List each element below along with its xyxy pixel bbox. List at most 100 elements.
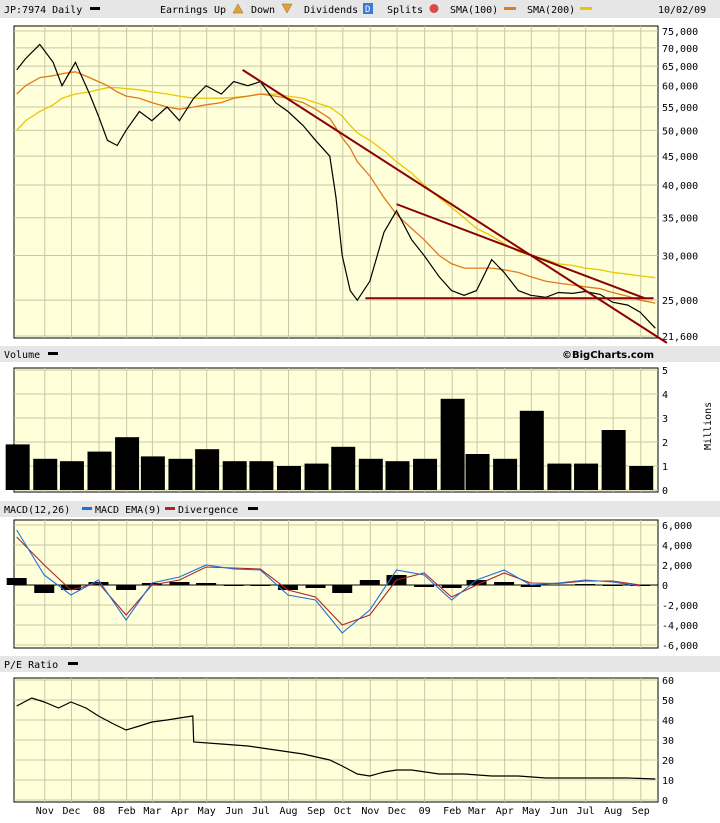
pe-line xyxy=(16,697,656,780)
earnings-down-label: Down xyxy=(251,5,275,16)
volume-bar xyxy=(222,461,247,490)
volume-bar xyxy=(195,449,220,490)
sma100-line xyxy=(16,71,656,304)
dividends-label: Dividends xyxy=(304,5,358,16)
divergence-bar xyxy=(60,585,81,590)
x-tick-label: Apr xyxy=(496,806,514,817)
divergence-bar xyxy=(414,585,435,587)
trendlines xyxy=(242,69,668,344)
x-tick-label: Feb xyxy=(443,806,461,817)
pe-tick-label: 20 xyxy=(662,756,674,767)
divergence-bar xyxy=(494,582,515,585)
sma100-swatch xyxy=(504,7,516,10)
price-tick-label: 25,000 xyxy=(662,296,698,307)
macd-ema-swatch xyxy=(165,507,175,510)
divergence-bar xyxy=(332,585,353,593)
x-tick-label: Jun xyxy=(550,806,568,817)
macd-tick-label: -6,000 xyxy=(662,641,698,652)
divergence-bar xyxy=(602,585,623,586)
volume-bar xyxy=(276,466,301,490)
pe-y-axis: 0 10 20 30 40 50 60 xyxy=(662,676,674,807)
divergence-bar xyxy=(169,582,190,585)
price-tick-label: 45,000 xyxy=(662,152,698,163)
volume-bar xyxy=(629,466,654,490)
price-tick-label: 60,000 xyxy=(662,82,698,93)
pe-panel: P/E Ratio 0 10 20 30 40 50 60 xyxy=(0,656,720,807)
price-tick-label: 40,000 xyxy=(662,181,698,192)
macd-label: MACD(12,26) xyxy=(4,505,70,516)
divergence-bar xyxy=(34,585,55,593)
x-tick-label: Aug xyxy=(280,806,298,817)
divergence-bar xyxy=(466,580,487,585)
x-tick-label: Sep xyxy=(307,806,325,817)
pe-grid xyxy=(14,678,658,802)
macd-tick-label: -4,000 xyxy=(662,621,698,632)
macd-tick-label: -2,000 xyxy=(662,601,698,612)
volume-bar xyxy=(358,458,383,490)
divergence-swatch xyxy=(248,507,258,510)
divergence-bar xyxy=(250,585,271,586)
pe-tick-label: 30 xyxy=(662,736,674,747)
volume-tick-label: 2 xyxy=(662,438,668,449)
x-tick-label: 09 xyxy=(419,806,431,817)
volume-bar xyxy=(33,458,58,490)
volume-bar xyxy=(249,461,274,490)
sma100-label: SMA(100) xyxy=(450,5,498,16)
x-tick-label: Aug xyxy=(604,806,622,817)
symbol-label: JP:7974 Daily xyxy=(4,5,82,16)
macd-tick-label: 4,000 xyxy=(662,541,692,552)
x-tick-label: 08 xyxy=(93,806,105,817)
volume-bar xyxy=(547,463,572,490)
price-tick-label: 50,000 xyxy=(662,126,698,137)
x-tick-label: Jul xyxy=(577,806,595,817)
price-y-axis: 75,000 70,000 65,000 60,000 55,000 50,000 45,0… xyxy=(662,27,698,343)
price-tick-label: 55,000 xyxy=(662,103,698,114)
price-tick-label: 65,000 xyxy=(662,62,698,73)
price-line xyxy=(16,43,656,329)
price-plot-area xyxy=(13,25,659,339)
volume-bar xyxy=(168,458,193,490)
macd-plot-area xyxy=(13,519,659,649)
dividend-icon-letter: D xyxy=(365,5,370,15)
splits-label: Splits xyxy=(387,5,423,16)
macd-panel: MACD(12,26) MACD EMA(9) Divergence 6,000… xyxy=(0,501,720,652)
sma200-label: SMA(200) xyxy=(527,5,575,16)
x-tick-label: Sep xyxy=(632,806,650,817)
volume-bar xyxy=(385,461,410,490)
volume-tick-label: 3 xyxy=(662,414,668,425)
x-tick-label: Jul xyxy=(252,806,270,817)
volume-bar xyxy=(115,437,140,490)
volume-bar xyxy=(59,461,84,490)
chart-date: 10/02/09 xyxy=(658,5,706,16)
price-panel: 75,000 70,000 65,000 60,000 55,000 50,000 45,0… xyxy=(13,25,698,344)
volume-bars xyxy=(5,398,654,490)
volume-bar xyxy=(87,451,112,490)
x-tick-label: Mar xyxy=(468,806,486,817)
pe-label: P/E Ratio xyxy=(4,660,58,671)
earnings-label: Earnings xyxy=(160,5,208,16)
volume-bar xyxy=(304,463,329,490)
pe-tick-label: 50 xyxy=(662,696,674,707)
macd-tick-label: 6,000 xyxy=(662,521,692,532)
price-tick-label: 70,000 xyxy=(662,44,698,55)
macd-ema-label: MACD EMA(9) xyxy=(95,505,161,516)
volume-legend-swatch xyxy=(48,352,58,355)
macd-tick-label: 2,000 xyxy=(662,561,692,572)
divergence-bar xyxy=(359,580,380,585)
volume-bar xyxy=(465,454,490,490)
pe-tick-label: 10 xyxy=(662,776,674,787)
macd-line xyxy=(16,529,641,634)
x-tick-label: Dec xyxy=(388,806,406,817)
macd-ema-line xyxy=(16,536,641,626)
volume-bar xyxy=(5,444,30,490)
split-icon xyxy=(429,4,439,13)
x-tick-label: May xyxy=(522,806,540,817)
price-tick-label: 75,000 xyxy=(662,27,698,38)
pe-tick-label: 60 xyxy=(662,676,674,687)
x-tick-label: Jun xyxy=(225,806,243,817)
trendline xyxy=(396,203,646,300)
divergence-bar xyxy=(548,584,569,585)
pe-tick-label: 0 xyxy=(662,796,668,807)
divergence-bar xyxy=(116,585,137,590)
